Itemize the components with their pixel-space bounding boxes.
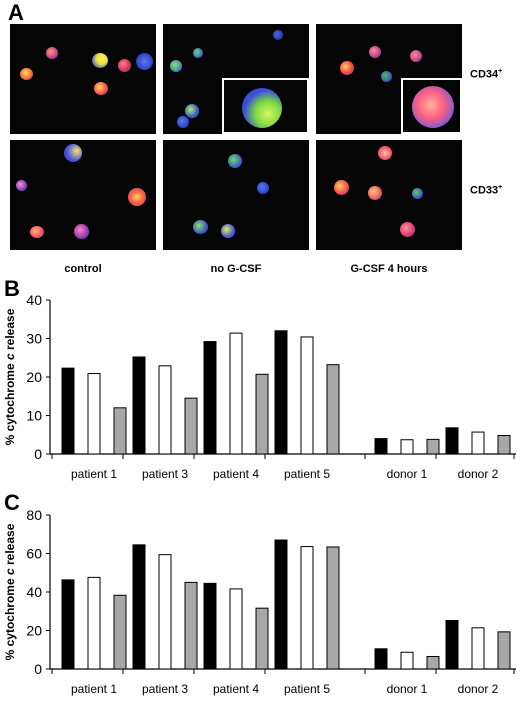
x-tick-label: patient 1 xyxy=(71,467,117,481)
marker-label-cd33: CD33+ xyxy=(470,184,503,197)
bar-donor-1-s2 xyxy=(400,439,414,455)
micrograph-cd34-gcsf xyxy=(316,24,462,134)
y-tick-label: 10 xyxy=(26,408,42,424)
bar-patient-4-s1 xyxy=(203,341,217,455)
x-tick-label: donor 1 xyxy=(387,682,428,696)
bar-chart-c: 0 20 40 60 80 % cytochrome c release patient 1… xyxy=(3,507,516,696)
y-axis-label: % cytochrome c release xyxy=(3,308,17,445)
micrograph-cd34-control xyxy=(10,24,156,134)
bar-patient-3-s3 xyxy=(184,581,198,670)
bar-patient-4-s1 xyxy=(203,582,217,670)
bar-patient-4-s2 xyxy=(229,332,243,455)
y-tick-label: 0 xyxy=(34,661,42,677)
y-tick-label: 30 xyxy=(26,331,42,347)
bar-patient-3-s1 xyxy=(132,544,146,670)
y-tick-label: 0 xyxy=(34,446,42,462)
x-tick-label: patient 5 xyxy=(284,467,330,481)
bar-patient-3-s2 xyxy=(158,554,172,670)
bar-donor-2-s2 xyxy=(471,627,485,670)
bar-patient-1-s3 xyxy=(113,407,127,455)
x-tick-label: patient 4 xyxy=(213,467,259,481)
condition-label-control: control xyxy=(64,263,102,275)
bar-patient-4-s3 xyxy=(255,373,269,455)
y-axis-label: % cytochrome c release xyxy=(3,523,17,660)
x-tick-label: patient 5 xyxy=(284,682,330,696)
y-tick-label: 40 xyxy=(26,292,42,308)
bar-patient-5-s3 xyxy=(326,364,340,455)
bar-patient-4-s3 xyxy=(255,607,269,670)
micrograph-cd33-gcsf xyxy=(316,140,462,250)
bar-chart-b: 0 10 20 30 40 % cytochrome c release patient 1… xyxy=(3,292,516,481)
x-tick-label: donor 2 xyxy=(458,682,499,696)
bar-patient-5-s1 xyxy=(274,539,288,670)
bar-donor-2-s3 xyxy=(497,435,511,455)
micrograph-cd34-no-gcsf xyxy=(163,24,309,134)
bar-patient-1-s1 xyxy=(61,579,75,670)
bar-donor-2-s1 xyxy=(445,427,459,455)
panel-b-label: B xyxy=(4,276,20,301)
bar-patient-3-s1 xyxy=(132,356,146,455)
bar-patient-4-s2 xyxy=(229,588,243,670)
bar-donor-1-s1 xyxy=(374,648,388,670)
x-tick-label: donor 2 xyxy=(458,467,499,481)
panel-c-label: C xyxy=(4,490,20,515)
y-tick-label: 40 xyxy=(26,584,42,600)
bar-patient-1-s2 xyxy=(87,373,101,455)
bar-patient-3-s3 xyxy=(184,397,198,455)
bar-donor-2-s1 xyxy=(445,619,459,670)
x-tick-label: patient 3 xyxy=(142,682,188,696)
y-tick-label: 20 xyxy=(26,623,42,639)
panel-a-label: A xyxy=(8,0,24,25)
condition-label-gcsf: G-CSF 4 hours xyxy=(350,263,428,275)
bar-patient-5-s3 xyxy=(326,546,340,670)
y-tick-label: 20 xyxy=(26,369,42,385)
bar-donor-1-s3 xyxy=(426,438,440,455)
bar-patient-3-s2 xyxy=(158,365,172,455)
bar-patient-1-s1 xyxy=(61,367,75,455)
x-tick-label: patient 3 xyxy=(142,467,188,481)
bar-donor-1-s2 xyxy=(400,651,414,670)
micrograph-cd33-no-gcsf xyxy=(163,140,309,250)
bar-patient-5-s2 xyxy=(300,546,314,670)
bar-patient-1-s3 xyxy=(113,594,127,670)
bar-donor-2-s2 xyxy=(471,431,485,455)
x-tick-label: donor 1 xyxy=(387,467,428,481)
x-tick-label: patient 1 xyxy=(71,682,117,696)
bar-donor-1-s1 xyxy=(374,438,388,455)
bar-patient-5-s2 xyxy=(300,336,314,455)
y-tick-label: 60 xyxy=(26,546,42,562)
bar-patient-5-s1 xyxy=(274,330,288,455)
marker-label-cd34: CD34+ xyxy=(470,68,503,81)
x-tick-label: patient 4 xyxy=(213,682,259,696)
bar-donor-1-s3 xyxy=(426,655,440,670)
y-tick-label: 80 xyxy=(26,507,42,523)
micrograph-cd33-control xyxy=(10,140,156,250)
condition-label-no-gcsf: no G-CSF xyxy=(210,263,262,275)
bar-donor-2-s3 xyxy=(497,631,511,670)
bar-patient-1-s2 xyxy=(87,576,101,670)
